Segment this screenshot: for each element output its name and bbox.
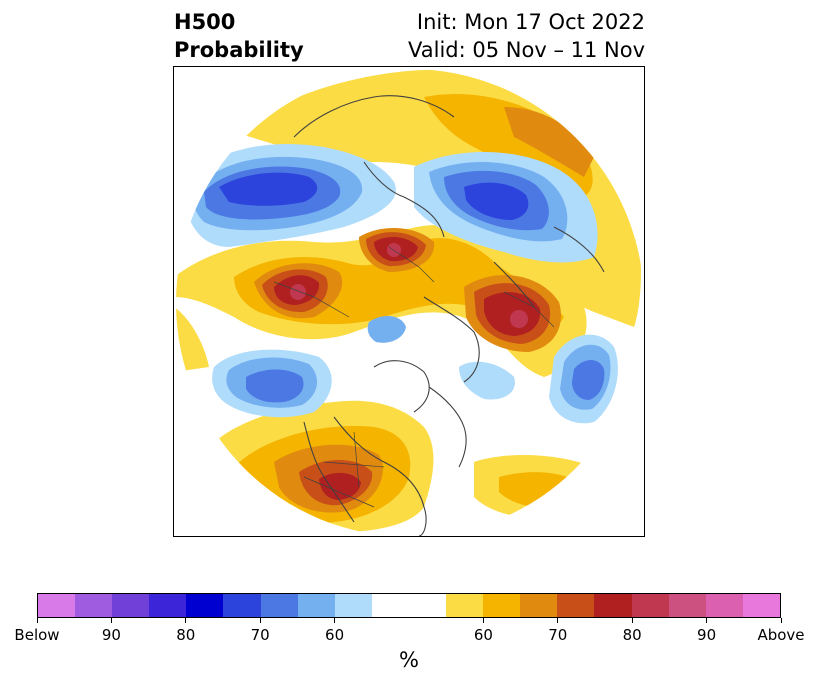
coastline: [293, 95, 605, 536]
colorbar-swatch: [223, 594, 261, 617]
colorbar-swatch: [297, 594, 335, 617]
colorbar-swatch: [75, 594, 113, 617]
colorbar-tick-label: 70: [250, 626, 270, 644]
title-product: Probability: [174, 38, 304, 62]
colorbar-tick: [334, 618, 336, 623]
colorbar-tick-label: 90: [101, 626, 121, 644]
colorbar-swatch: [149, 594, 187, 617]
colorbar-swatch: [742, 594, 780, 617]
init-date: Init: Mon 17 Oct 2022: [416, 10, 645, 34]
colorbar-swatch: [371, 594, 409, 617]
colorbar-swatch: [483, 594, 521, 617]
coastlines-and-borders: [273, 95, 605, 536]
colorbar-swatch: [520, 594, 558, 617]
colorbar-tick-label: Below: [14, 626, 60, 644]
colorbar-tick-label: 60: [473, 626, 493, 644]
colorbar-tick-label: 90: [697, 626, 717, 644]
map-title-right: Init: Mon 17 Oct 2022 Valid: 05 Nov – 11…: [408, 8, 645, 64]
colorbar-tick-label: 70: [548, 626, 568, 644]
colorbar-swatch: [112, 594, 150, 617]
colorbar-tick-label: Above: [757, 626, 805, 644]
colorbar-tick: [110, 618, 112, 623]
colorbar-tick: [482, 618, 484, 623]
colorbar-tick: [631, 618, 633, 623]
colorbar-swatch: [705, 594, 743, 617]
below-normal-regions: [184, 143, 618, 424]
map-canvas: [176, 69, 644, 536]
colorbar-tick: [259, 618, 261, 623]
map-title-left: H500 Probability: [174, 8, 304, 64]
colorbar-unit-label: %: [399, 648, 419, 672]
colorbar-swatch: [260, 594, 298, 617]
colorbar-swatch: [594, 594, 632, 617]
colorbar-swatch: [408, 594, 447, 617]
colorbar-swatch: [446, 594, 484, 617]
probability-colorbar: [37, 593, 781, 618]
colorbar-swatch: [186, 594, 224, 617]
colorbar-swatch: [38, 594, 76, 617]
colorbar-tick-label: 60: [325, 626, 345, 644]
colorbar-swatch: [334, 594, 372, 617]
colorbar-tick-label: 80: [622, 626, 642, 644]
colorbar-tick: [557, 618, 559, 623]
colorbar-tick-label: 80: [176, 626, 196, 644]
colorbar-tick: [706, 618, 708, 623]
colorbar-tick: [780, 618, 782, 623]
colorbar-tick: [36, 618, 38, 623]
valid-range: Valid: 05 Nov – 11 Nov: [408, 38, 645, 62]
colorbar-swatch: [668, 594, 706, 617]
title-variable: H500: [174, 10, 236, 34]
country-border: [273, 246, 555, 508]
colorbar-swatch: [631, 594, 669, 617]
probability-map: [173, 66, 645, 537]
colorbar-swatch: [557, 594, 595, 617]
colorbar-tick: [185, 618, 187, 623]
